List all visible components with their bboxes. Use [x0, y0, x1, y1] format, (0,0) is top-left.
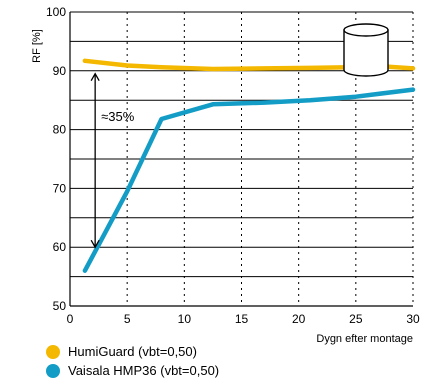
x-tick-label: 0 [67, 312, 74, 326]
legend-label-vaisala: Vaisala HMP36 (vbt=0,50) [68, 363, 220, 378]
y-tick-label: 90 [53, 64, 67, 78]
series-lines [82, 58, 416, 273]
arrowhead-down [90, 239, 100, 249]
y-tick-label: 70 [53, 181, 67, 195]
x-tick-label: 10 [178, 312, 192, 326]
annotation-text: ≈35% [101, 109, 135, 124]
arrowhead-up [90, 72, 100, 82]
legend-label-humiguard: HumiGuard (vbt=0,50) [68, 344, 197, 359]
cylinder-icon [343, 23, 389, 77]
x-tick-label: 5 [124, 312, 131, 326]
legend-swatch-humiguard [46, 344, 60, 359]
x-tick-label: 15 [235, 312, 249, 326]
annotation: ≈35% [90, 72, 135, 249]
x-tick-label: 25 [349, 312, 363, 326]
axes [69, 11, 413, 307]
tick-labels: 0 5 10 15 20 25 30 50 60 70 80 90 100 [46, 5, 420, 326]
legend: HumiGuard (vbt=0,50) Vaisala HMP36 (vbt=… [46, 342, 219, 380]
legend-item-humiguard: HumiGuard (vbt=0,50) [46, 342, 219, 361]
y-tick-label: 100 [46, 5, 66, 19]
y-tick-label: 80 [53, 123, 67, 137]
legend-item-vaisala: Vaisala HMP36 (vbt=0,50) [46, 361, 219, 380]
y-axis-label: RF [%] [31, 29, 43, 63]
series-line-1 [82, 87, 416, 273]
legend-swatch-vaisala [46, 363, 60, 378]
x-tick-label: 30 [406, 312, 420, 326]
y-tick-label: 50 [53, 299, 67, 313]
x-tick-label: 20 [292, 312, 306, 326]
y-tick-label: 60 [53, 240, 67, 254]
x-axis-label: Dygn efter montage [316, 333, 413, 345]
